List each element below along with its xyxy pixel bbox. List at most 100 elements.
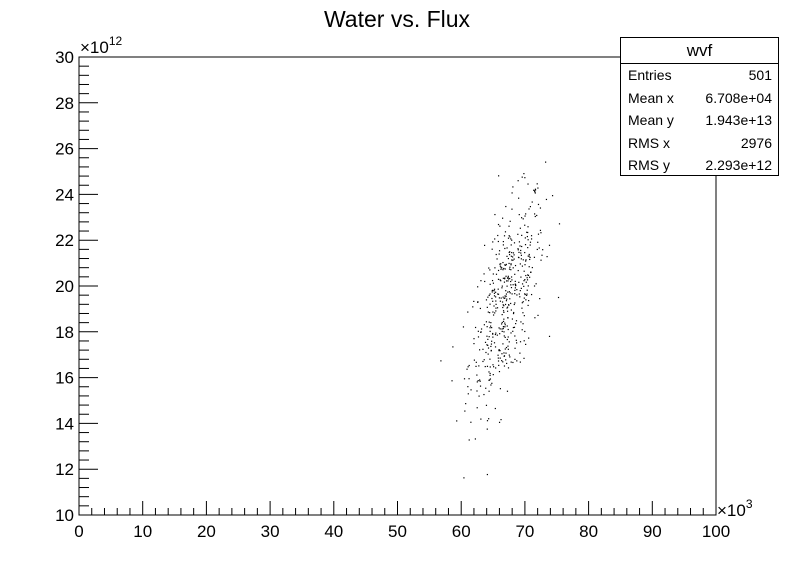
data-point <box>501 323 503 325</box>
data-point <box>521 329 523 331</box>
data-point <box>520 321 522 323</box>
data-point <box>516 342 518 344</box>
data-point <box>492 336 494 338</box>
data-point <box>507 237 510 239</box>
data-point <box>506 285 508 287</box>
data-point <box>502 306 504 309</box>
data-point <box>514 293 516 295</box>
data-point <box>490 322 492 324</box>
data-point <box>503 235 506 237</box>
y-tick-label: 28 <box>55 94 74 113</box>
data-point <box>513 326 516 328</box>
x-tick-label: 0 <box>74 522 83 541</box>
data-point <box>504 247 506 250</box>
data-point <box>488 390 490 392</box>
data-point <box>495 273 498 275</box>
data-point <box>468 439 470 441</box>
data-point <box>486 306 488 308</box>
data-point <box>509 277 511 280</box>
data-point <box>523 315 525 317</box>
axis-ticks <box>78 56 717 516</box>
data-point <box>522 323 524 325</box>
data-point <box>518 197 520 199</box>
data-point <box>528 208 530 210</box>
y-tick-label: 14 <box>55 414 74 433</box>
data-point <box>504 324 506 326</box>
data-point <box>503 335 505 337</box>
data-point <box>528 299 530 302</box>
data-point <box>501 287 503 289</box>
data-point <box>507 257 509 260</box>
data-point <box>519 361 521 363</box>
data-point <box>489 293 491 295</box>
data-point <box>530 271 532 273</box>
data-point <box>489 374 491 376</box>
data-point <box>502 343 504 345</box>
data-point <box>495 367 497 369</box>
data-point <box>512 284 514 286</box>
data-point <box>542 249 544 251</box>
data-point <box>499 333 501 335</box>
data-point <box>494 407 496 410</box>
data-point <box>525 343 527 345</box>
data-point <box>514 264 517 267</box>
data-point <box>473 300 475 302</box>
data-point <box>485 351 487 354</box>
data-point <box>493 290 495 292</box>
data-point <box>526 279 529 281</box>
data-point <box>511 251 513 254</box>
data-point <box>494 267 496 269</box>
data-point <box>510 332 512 334</box>
data-point <box>487 296 489 298</box>
data-point <box>495 296 497 298</box>
data-point <box>464 410 466 412</box>
data-point <box>512 259 514 261</box>
data-point <box>500 280 502 282</box>
data-point <box>504 326 506 328</box>
data-point <box>546 256 548 258</box>
data-point <box>489 327 491 329</box>
data-point <box>508 268 511 270</box>
data-point <box>492 289 494 291</box>
data-point <box>496 334 498 336</box>
data-point <box>513 254 515 256</box>
data-point <box>525 213 527 215</box>
data-point <box>534 317 536 319</box>
data-point <box>518 214 520 216</box>
data-point <box>493 305 495 307</box>
data-point <box>537 233 540 235</box>
x-tick-label: 90 <box>643 522 662 541</box>
data-point <box>492 241 494 243</box>
data-point <box>514 273 516 275</box>
data-point <box>502 296 504 298</box>
data-point <box>510 244 512 246</box>
data-point <box>476 407 478 409</box>
data-point <box>488 418 490 420</box>
data-point <box>528 266 530 268</box>
data-point <box>490 384 492 386</box>
data-point <box>479 385 482 387</box>
data-point <box>513 258 515 260</box>
data-point <box>548 335 551 337</box>
data-point <box>486 420 489 422</box>
data-point <box>499 328 501 330</box>
data-point <box>529 244 531 246</box>
data-point <box>498 175 500 177</box>
data-point <box>558 223 561 225</box>
data-point <box>520 276 522 278</box>
data-point <box>497 269 500 272</box>
data-point <box>496 258 498 260</box>
data-point <box>514 280 516 282</box>
data-point <box>514 358 516 360</box>
data-point <box>503 297 505 300</box>
data-point <box>527 285 529 287</box>
data-point <box>483 273 485 275</box>
data-point <box>523 173 525 175</box>
data-point <box>490 343 493 345</box>
data-point <box>540 259 542 261</box>
data-point <box>489 330 491 332</box>
data-point <box>492 374 494 376</box>
data-point <box>512 186 514 188</box>
data-point <box>498 350 500 352</box>
stats-value: 1.943e+13 <box>705 112 772 129</box>
